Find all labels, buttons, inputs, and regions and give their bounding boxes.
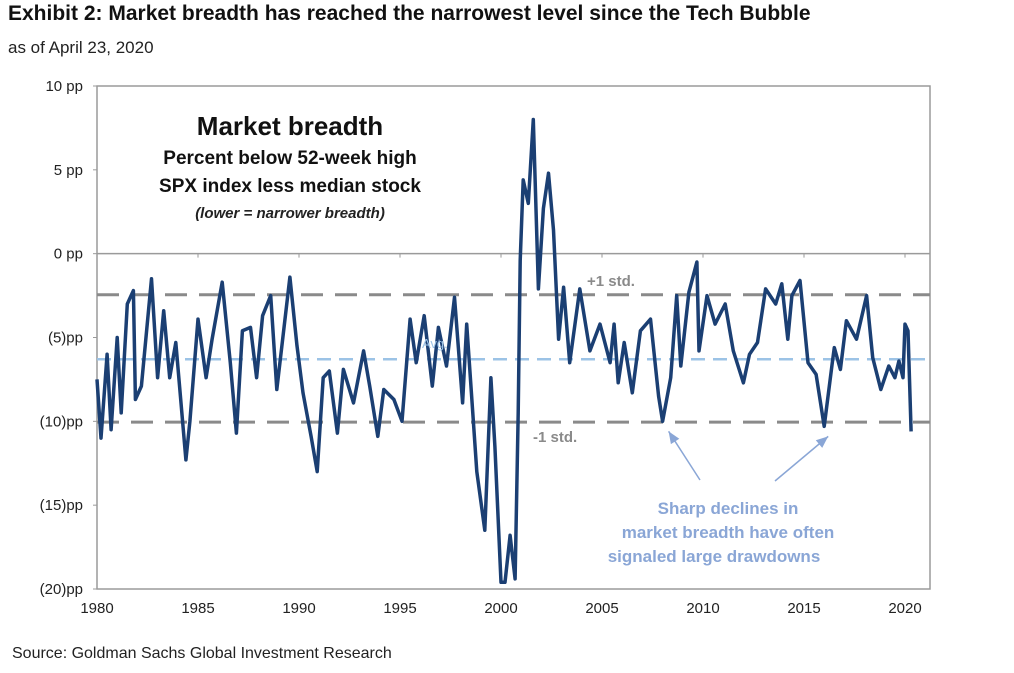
exhibit-title: Exhibit 2: Market breadth has reached th…	[8, 2, 811, 25]
annotation-line-3: signaled large drawdowns	[608, 547, 821, 566]
annotation-line-1: Sharp declines in	[658, 499, 799, 518]
x-tick-label: 2015	[787, 600, 820, 617]
series-line-market-breadth	[95, 117, 913, 585]
annotation-arrowhead-icon	[668, 431, 680, 445]
y-tick-label: (20)pp	[40, 581, 83, 598]
avg-label: Avg.	[422, 336, 448, 351]
x-tick-label: 2020	[888, 600, 921, 617]
x-tick-label: 1985	[181, 600, 214, 617]
annotation-line-2: market breadth have often	[622, 523, 835, 542]
y-tick-label: (5)pp	[48, 330, 83, 347]
plus-std-label: +1 std.	[587, 273, 635, 290]
source-note: Source: Goldman Sachs Global Investment …	[12, 645, 392, 662]
exhibit-subtitle: as of April 23, 2020	[8, 38, 154, 57]
y-tick-label: 10 pp	[45, 78, 83, 95]
x-tick-label: 2000	[484, 600, 517, 617]
x-tick-label: 1990	[282, 600, 315, 617]
inner-subtitle-3: (lower = narrower breadth)	[195, 205, 385, 222]
x-tick-label: 2010	[686, 600, 719, 617]
x-tick-label: 1980	[80, 600, 113, 617]
minus-std-label: -1 std.	[533, 429, 577, 446]
x-tick-label: 1995	[383, 600, 416, 617]
inner-subtitle-1: Percent below 52-week high	[163, 148, 416, 169]
y-tick-label: 5 pp	[54, 162, 83, 179]
x-tick-label: 2005	[585, 600, 618, 617]
y-tick-label: (10)pp	[40, 413, 83, 430]
inner-chart-title: Market breadth	[197, 111, 383, 141]
inner-subtitle-2: SPX index less median stock	[159, 176, 421, 197]
y-tick-label: (15)pp	[40, 497, 83, 514]
y-tick-label: 0 pp	[54, 246, 83, 263]
annotation-arrowhead-icon	[815, 436, 829, 448]
